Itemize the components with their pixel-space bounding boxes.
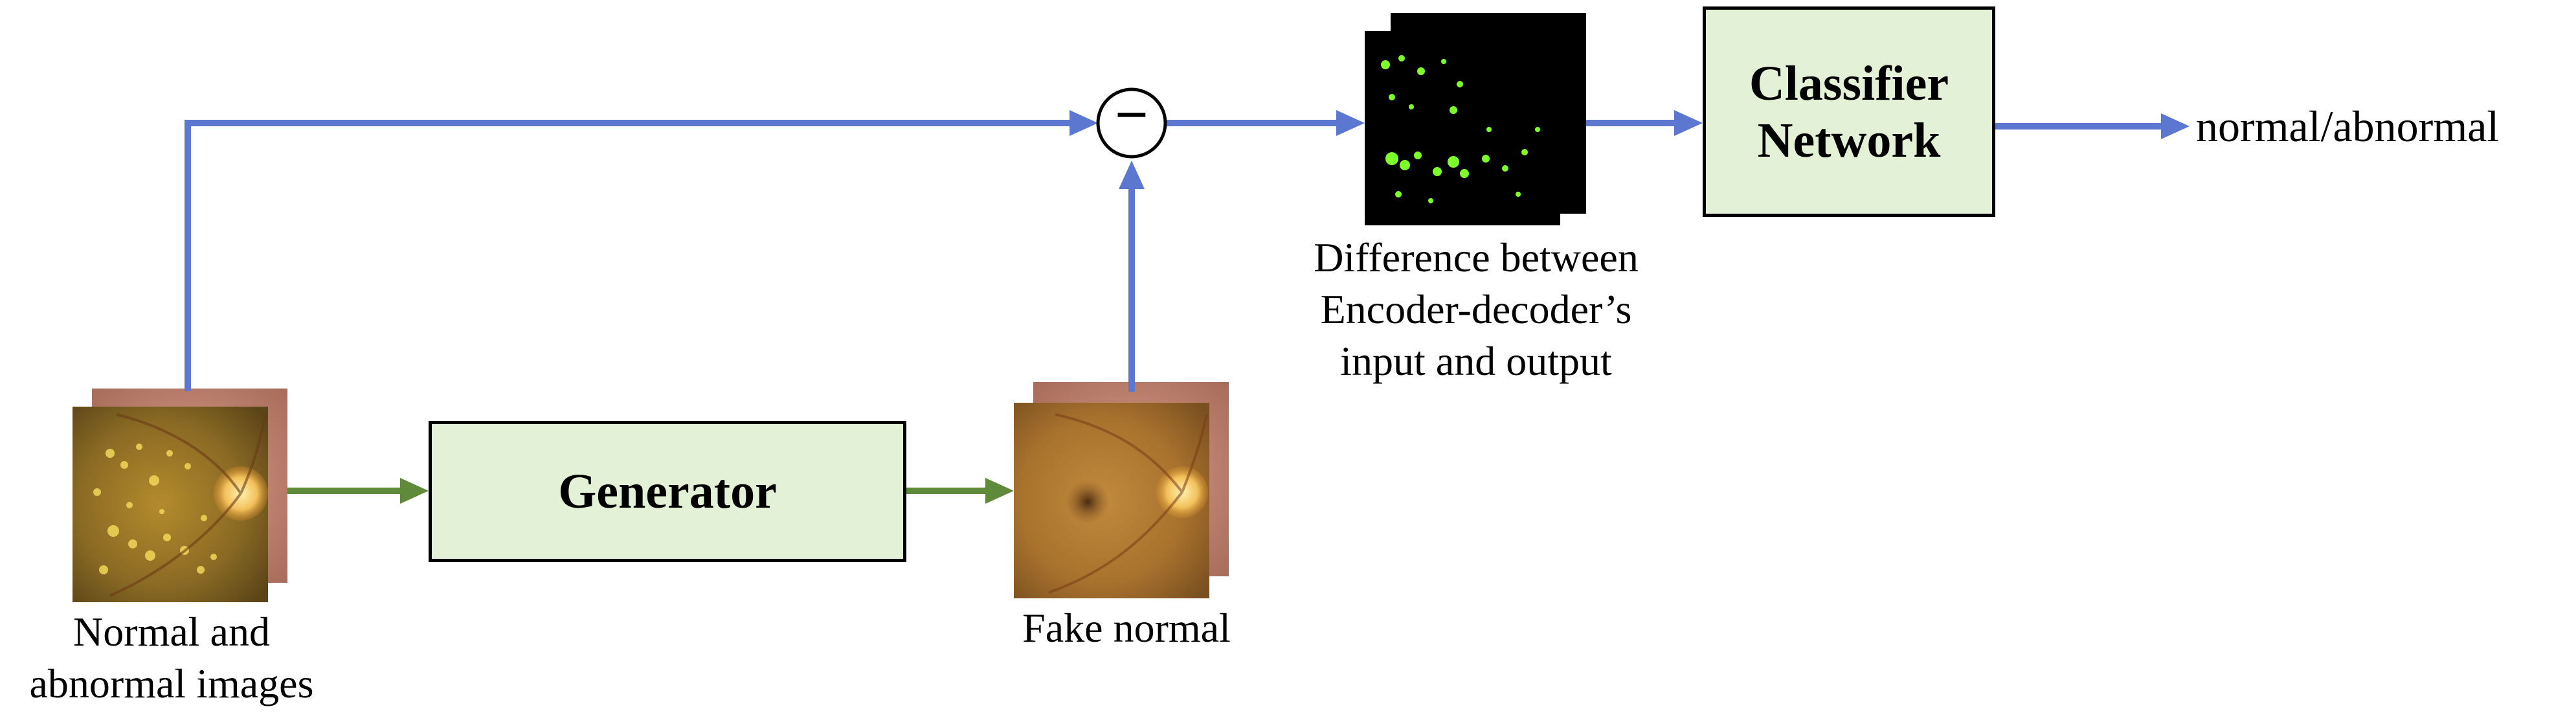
input-caption-line1: Normal and xyxy=(73,609,270,655)
difference-lesion-spots xyxy=(1381,55,1540,203)
fake-vessels xyxy=(1048,413,1208,594)
blue-flow-lines xyxy=(185,120,2162,392)
fake-macula xyxy=(1066,480,1110,524)
blue-arrowheads xyxy=(1070,110,2190,189)
generator-box: Generator xyxy=(429,421,906,562)
input-to-subtract-line xyxy=(185,120,1075,391)
arrowhead-into-classifier xyxy=(1674,110,1703,136)
input-image-stack xyxy=(73,389,287,602)
arrowhead-up-into-subtract xyxy=(1119,161,1145,189)
input-vessels xyxy=(109,413,267,597)
arrowhead-into-subtract xyxy=(1070,110,1098,136)
subtraction-circle xyxy=(1096,87,1167,159)
subtraction-node: − xyxy=(1096,82,1167,159)
subtraction-symbol: − xyxy=(1115,82,1148,148)
fake-normal-label: Fake normal xyxy=(1022,605,1231,651)
arrowhead-into-generator xyxy=(400,478,429,504)
generator-label: Generator xyxy=(558,464,777,519)
arrowhead-into-difference xyxy=(1336,110,1365,136)
arrowhead-into-output xyxy=(2161,113,2190,139)
difference-image-front xyxy=(1365,31,1560,225)
difference-caption: Difference between Encoder-decoder’s inp… xyxy=(1269,232,1683,387)
input-images-caption: Normal and abnormal images xyxy=(26,606,317,710)
classifier-label-line2: Network xyxy=(1757,113,1941,168)
output-text: normal/abnormal xyxy=(2196,102,2500,151)
difference-caption-line3: input and output xyxy=(1340,338,1612,384)
input-caption-line2: abnormal images xyxy=(29,660,314,706)
fake-normal-caption: Fake normal xyxy=(971,602,1282,654)
classifier-network-box: Classifier Network xyxy=(1703,6,1995,217)
difference-image-stack xyxy=(1365,13,1586,225)
difference-caption-line2: Encoder-decoder’s xyxy=(1320,286,1632,332)
fake-normal-image-stack xyxy=(1014,382,1229,598)
output-label: normal/abnormal xyxy=(2196,100,2571,152)
difference-caption-line1: Difference between xyxy=(1314,234,1639,280)
green-arrowheads xyxy=(400,478,1014,504)
arrowhead-into-fake xyxy=(985,478,1014,504)
classifier-label-line1: Classifier xyxy=(1749,56,1949,111)
